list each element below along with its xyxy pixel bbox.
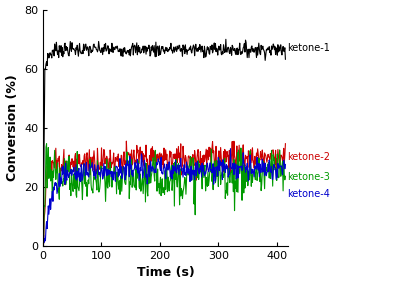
Y-axis label: Conversion (%): Conversion (%) xyxy=(6,74,18,181)
X-axis label: Time (s): Time (s) xyxy=(137,266,195,280)
Text: ketone-2: ketone-2 xyxy=(287,152,330,162)
Text: ketone-4: ketone-4 xyxy=(287,189,330,199)
Text: ketone-3: ketone-3 xyxy=(287,172,330,182)
Text: ketone-1: ketone-1 xyxy=(287,43,330,53)
